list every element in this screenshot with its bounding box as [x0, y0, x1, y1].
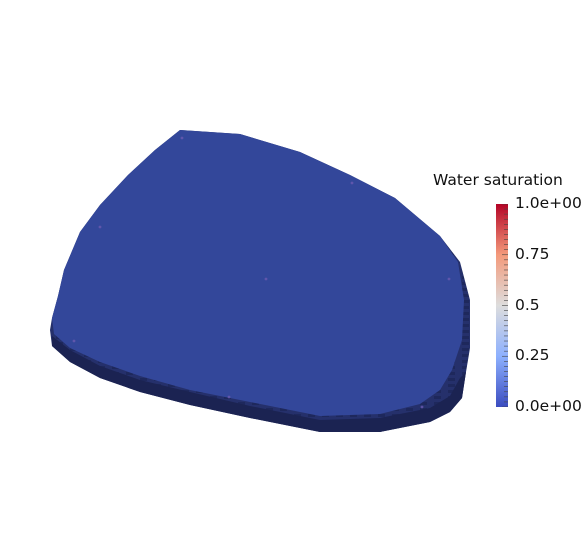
reservoir-dark-side [52, 336, 466, 432]
well-markers [72, 136, 451, 409]
well-marker [350, 181, 354, 185]
well-marker [264, 277, 268, 281]
well-marker [72, 339, 76, 343]
well-marker [98, 225, 102, 229]
well-marker [180, 136, 184, 140]
well-marker [447, 277, 451, 281]
reservoir-top-face [52, 130, 464, 416]
well-marker [420, 405, 424, 409]
well-marker [227, 395, 231, 399]
